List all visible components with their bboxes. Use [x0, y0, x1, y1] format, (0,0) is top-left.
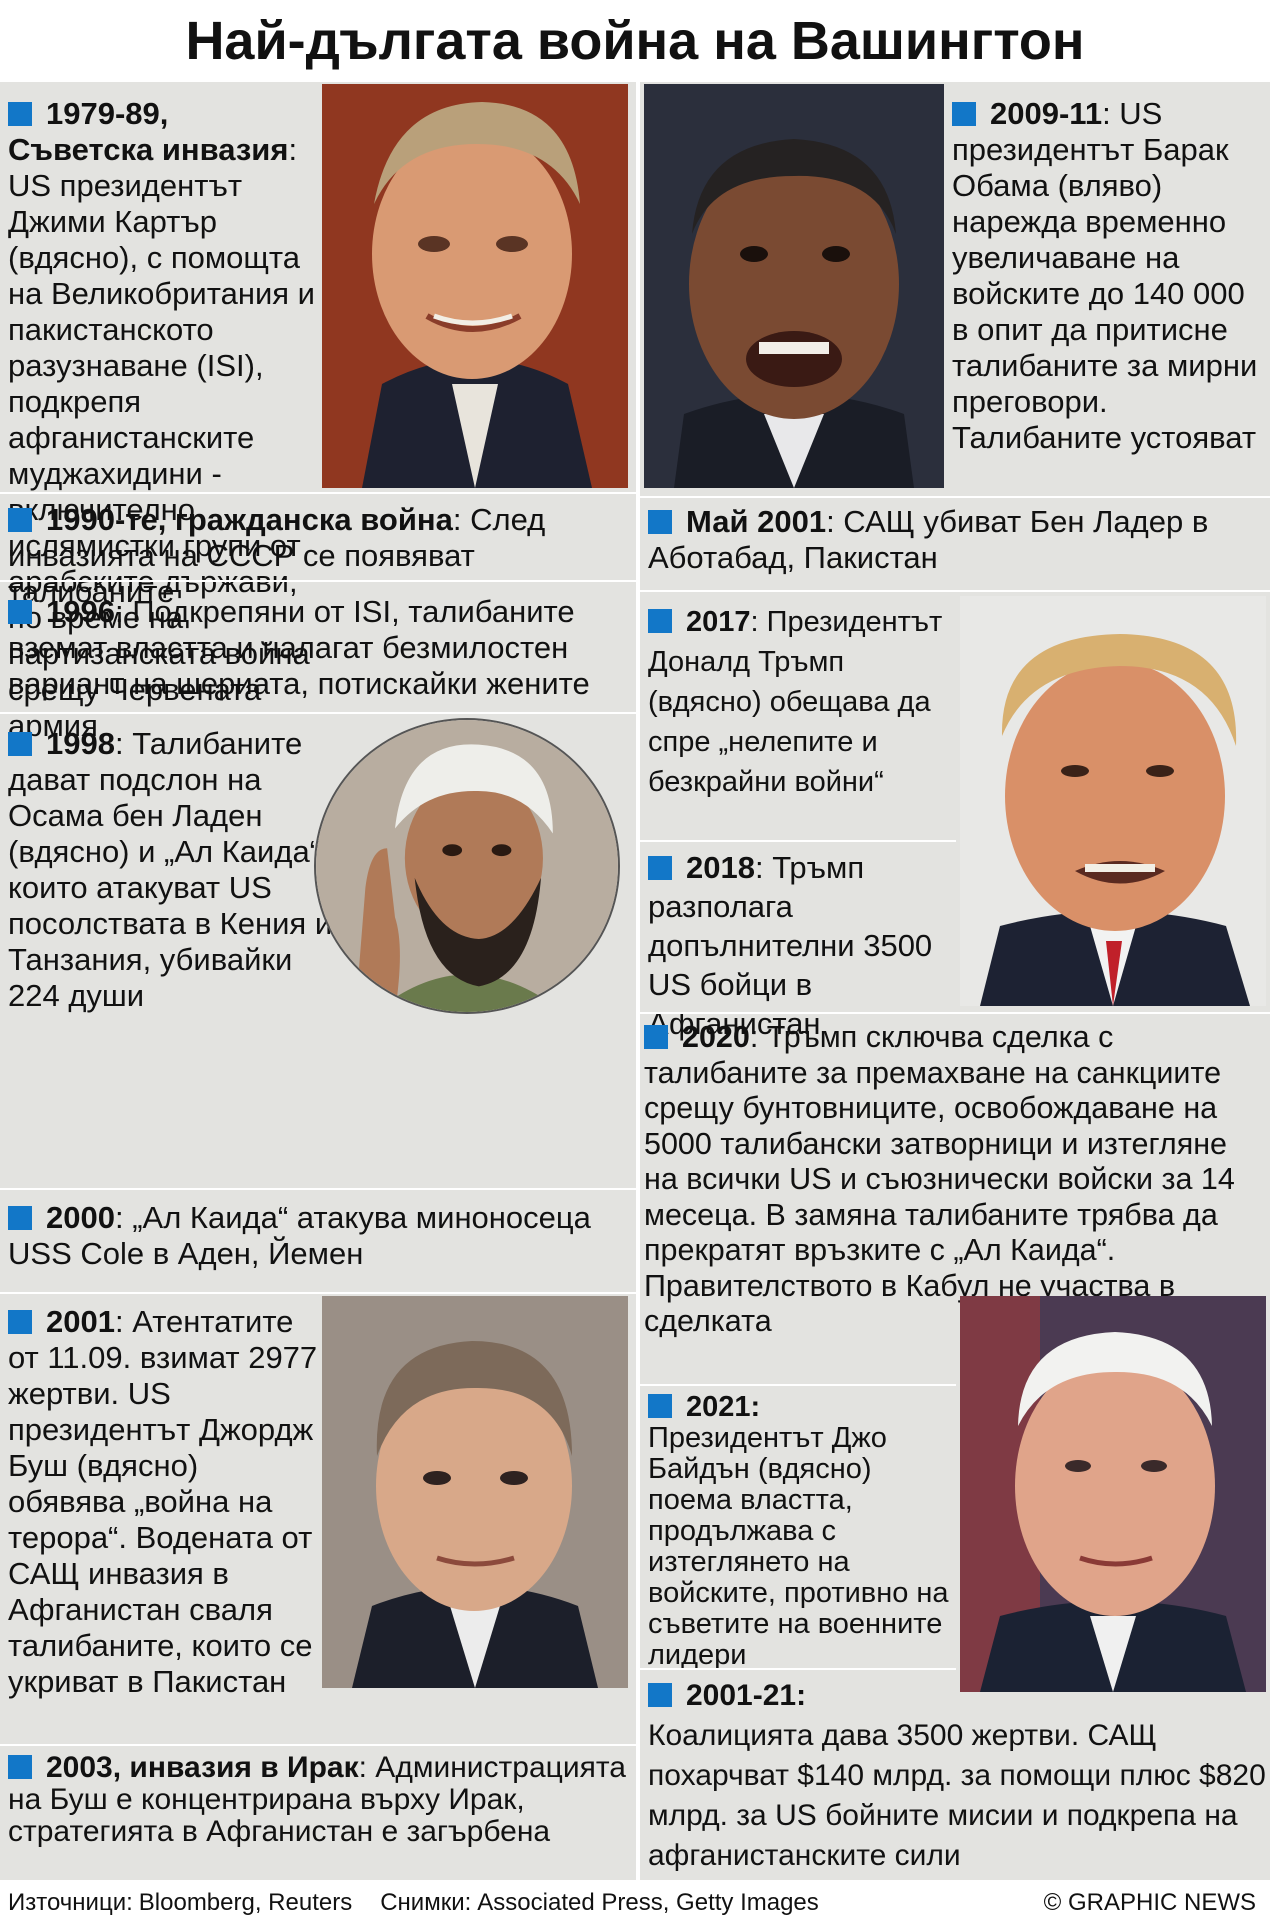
entry-date: 1996 [46, 594, 115, 629]
copyright: © GRAPHIC NEWS [1043, 1889, 1256, 1916]
entry-1990: 1990-те, гражданска война: След инвазият… [8, 502, 632, 610]
entry-1979: 1979-89, Съветска инвазия: US президентъ… [8, 96, 320, 744]
bullet-square [8, 102, 32, 126]
entry-may-2011: Май 2001: САЩ убиват Бен Ладер в Аботаба… [648, 504, 1248, 576]
entry-date: 1990-те, гражданска война [46, 502, 453, 537]
entry-2017: 2017: Президентът Доналд Тръмп (вдясно) … [648, 602, 960, 802]
entry-2001: 2001: Атентатите от 11.09. взимат 2977 ж… [8, 1304, 320, 1700]
photos-label: Снимки: [380, 1889, 472, 1916]
entry-date: 1998 [46, 726, 115, 761]
bullet-square [8, 1310, 32, 1334]
entry-text: : Тръмп разполага допълнителни 3500 US б… [648, 850, 933, 1041]
bullet-square [8, 600, 32, 624]
entry-text: : САЩ убиват Бен Ладер в Аботабад, Пакис… [648, 504, 1209, 575]
entry-2009: 2009-11: US президентът Барак Обама (вля… [952, 96, 1268, 456]
entry-text: : Тръмп сключва сделка с талибаните за п… [644, 1020, 1235, 1338]
bullet-square [648, 510, 672, 534]
bush-photo [322, 1296, 628, 1688]
bullet-square [644, 1025, 668, 1049]
bullet-square [648, 1394, 672, 1418]
trump-photo [960, 596, 1266, 1006]
biden-photo [960, 1296, 1266, 1692]
bullet-square [648, 609, 672, 633]
entry-date: Май 2001 [686, 504, 827, 539]
entry-date: 2009-11 [990, 96, 1103, 131]
entry-2001-21: 2001-21: Коалицията дава 3500 жертви. САЩ… [648, 1676, 1266, 1876]
entry-date: 2003, инвазия в Ирак [46, 1751, 359, 1784]
entry-text: Президентът Джо Байдън (вдясно) поема вл… [648, 1422, 949, 1671]
entry-text: : Президентът Доналд Тръмп (вдясно) обещ… [648, 606, 943, 798]
photos: Associated Press, Getty Images [477, 1889, 819, 1916]
entry-2003: 2003, инвазия в Ирак: Администрацията на… [8, 1752, 628, 1848]
entry-text: : Талибаните дават подслон на Осама бен … [8, 726, 333, 1013]
entry-date: 2000 [46, 1200, 115, 1235]
entry-date: 2021: [686, 1391, 761, 1423]
entry-text: : Подкрепяни от ISI, талибаните вземат в… [8, 594, 590, 701]
sources-label: Източници: [8, 1889, 133, 1916]
entry-text: : US президентът Джими Картър (вдясно), … [8, 132, 315, 743]
entry-text: : „Ал Каида“ атакува миноносеца USS Cole… [8, 1200, 591, 1271]
entry-2018: 2018: Тръмп разполага допълнителни 3500 … [648, 848, 952, 1043]
sources: Bloomberg, Reuters [138, 1889, 353, 1916]
entry-date: 2020 [682, 1020, 750, 1054]
entry-1998: 1998: Талибаните дават подслон на Осама … [8, 726, 338, 1014]
entry-text: : Атентатите от 11.09. взимат 2977 жертв… [8, 1304, 318, 1699]
entry-date: 2001-21: [686, 1679, 807, 1712]
entry-text: Коалицията дава 3500 жертви. САЩ похарчв… [648, 1719, 1266, 1872]
bullet-square [952, 102, 976, 126]
footer: Източници: Bloomberg, Reuters Снимки: As… [0, 1880, 1270, 1926]
entry-date: 2017 [686, 606, 751, 638]
bin-laden-photo [314, 718, 620, 1014]
bullet-square [8, 1755, 32, 1779]
obama-photo [644, 84, 944, 488]
bullet-square [8, 508, 32, 532]
entry-2021: 2021: Президентът Джо Байдън (вдясно) пое… [648, 1392, 960, 1671]
bullet-square [648, 1683, 672, 1707]
entry-text: : Администрацията на Буш е концентрирана… [8, 1751, 626, 1848]
entry-text: : US президентът Барак Обама (вляво) нар… [952, 96, 1258, 455]
entry-date: 1979-89, Съветска инвазия [8, 96, 289, 167]
bullet-square [8, 732, 32, 756]
entry-2000: 2000: „Ал Каида“ атакува миноносеца USS … [8, 1200, 628, 1272]
entry-text: : След инвазията на СССР се появяват тал… [8, 502, 546, 609]
page-title: Най-дългата война на Вашингтон [0, 0, 1270, 82]
carter-photo [322, 84, 628, 488]
bullet-square [648, 856, 672, 880]
bullet-square [8, 1206, 32, 1230]
entry-date: 2018 [686, 850, 755, 885]
entry-date: 2001 [46, 1304, 115, 1339]
entry-1996: 1996: Подкрепяни от ISI, талибаните взем… [8, 594, 632, 702]
entry-2020: 2020: Тръмп сключва сделка с талибаните … [644, 1020, 1268, 1340]
